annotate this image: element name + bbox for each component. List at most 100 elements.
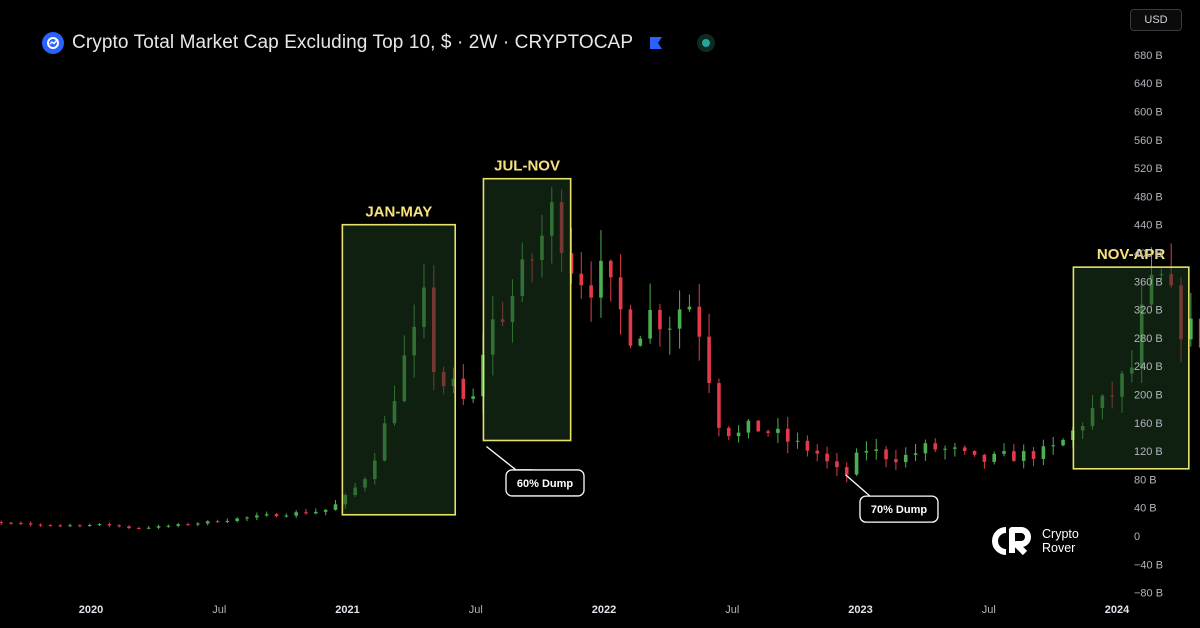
y-tick-label: 160 B	[1134, 418, 1163, 430]
candle-body	[304, 512, 308, 514]
candle-body	[78, 525, 82, 527]
candle-body	[19, 523, 23, 525]
candle-body	[186, 524, 190, 526]
highlight-box	[341, 223, 457, 516]
candle-body	[805, 440, 810, 451]
candle-body	[205, 521, 210, 524]
candle-body	[579, 273, 584, 286]
bookmark-flag-icon[interactable]	[649, 36, 663, 50]
candle-body	[825, 453, 829, 462]
candle-body	[117, 525, 121, 527]
candle-body	[677, 309, 682, 329]
brand-line-1: Crypto	[1042, 527, 1079, 541]
candle-body	[628, 309, 633, 346]
candle-body	[314, 511, 318, 514]
y-tick-label: 520 B	[1134, 163, 1163, 175]
brand-line-2: Rover	[1042, 541, 1076, 555]
highlight-box-label: NOV-APR	[1097, 246, 1166, 263]
candle-body	[1189, 318, 1193, 340]
currency-button[interactable]: USD	[1130, 9, 1182, 31]
y-tick-label: 40 B	[1134, 503, 1157, 515]
candle-body	[667, 328, 672, 330]
crypto-rover-mark-icon	[992, 527, 1031, 556]
callout-pointer	[845, 474, 886, 497]
candle-body	[255, 515, 259, 518]
candle-body	[953, 447, 957, 449]
y-tick-label: 400 B	[1134, 248, 1163, 260]
coin-chart-icon	[42, 32, 64, 54]
crypto-rover-logo: Crypto Rover	[988, 526, 1079, 556]
candle-body	[933, 443, 938, 450]
candle-body	[618, 277, 623, 310]
candle-body	[835, 461, 839, 468]
y-axis: −80 B −40 B 0 40 B 80 B 120 B 160 B 200 B 240 B 2…	[1134, 50, 1163, 600]
candle-body	[982, 454, 987, 462]
highlight-box	[1072, 266, 1190, 470]
candle-body	[648, 309, 652, 339]
x-tick-label: Jul	[212, 604, 226, 616]
y-tick-label: 320 B	[1134, 305, 1163, 317]
chart-title: Crypto Total Market Cap Excluding Top 10…	[72, 32, 634, 53]
callout-pointer	[486, 445, 533, 471]
callout-label: 70% Dump	[871, 504, 928, 516]
candle-body	[658, 309, 662, 330]
candle-body	[785, 428, 790, 442]
candle-body	[589, 285, 593, 298]
y-tick-label: 560 B	[1134, 135, 1163, 147]
candle-body	[1012, 451, 1016, 461]
candle-body	[1031, 451, 1036, 459]
candle-body	[264, 514, 269, 516]
candle-body	[972, 450, 977, 455]
candle-body	[864, 450, 869, 453]
y-tick-label: 280 B	[1134, 333, 1163, 345]
candle-body	[638, 338, 643, 346]
x-axis: Jul2020Jul2021Jul2022Jul2023Jul2024Jul20…	[79, 604, 1130, 616]
candle-body	[176, 524, 180, 526]
x-tick-label: 2020	[79, 604, 103, 616]
candle-body	[461, 378, 466, 399]
candle-body	[127, 526, 131, 529]
candle-body	[48, 525, 53, 527]
x-tick-label: 2024	[1105, 604, 1130, 616]
candle-body	[992, 453, 997, 462]
candle-body	[608, 260, 613, 278]
live-dot-icon[interactable]	[697, 34, 716, 52]
y-tick-label: 600 B	[1134, 107, 1163, 119]
candle-body	[9, 522, 13, 524]
candle-body	[68, 525, 72, 527]
highlight-box	[482, 177, 572, 442]
candle-body	[746, 420, 751, 433]
x-tick-label: 2022	[592, 604, 616, 616]
candle-body	[795, 440, 800, 442]
candle-body	[235, 518, 239, 521]
candle-body	[333, 504, 338, 510]
y-tick-label: −40 B	[1134, 559, 1163, 571]
y-tick-label: 240 B	[1134, 361, 1163, 373]
y-tick-label: 120 B	[1134, 446, 1163, 458]
y-tick-label: 680 B	[1134, 50, 1163, 62]
candle-body	[962, 447, 967, 451]
y-tick-label: 360 B	[1134, 276, 1163, 288]
x-tick-label: Jul	[725, 604, 739, 616]
y-tick-label: 640 B	[1134, 78, 1163, 90]
candle-body	[766, 431, 770, 433]
candle-body	[854, 452, 859, 475]
candle-body	[815, 450, 820, 454]
callout-label: 60% Dump	[517, 478, 574, 490]
candle-body	[215, 521, 220, 523]
y-tick-label: 200 B	[1134, 390, 1163, 402]
candle-body	[146, 527, 151, 529]
candle-body	[156, 526, 161, 528]
candle-body	[284, 515, 289, 517]
candle-body	[913, 453, 918, 455]
candle-body	[323, 509, 328, 512]
candle-body	[87, 524, 92, 526]
candle-body	[1198, 318, 1200, 348]
candle-body	[1051, 445, 1056, 447]
x-tick-label: 2023	[848, 604, 872, 616]
candle-body	[1041, 446, 1046, 459]
chart-header: Crypto Total Market Cap Excluding Top 10…	[42, 30, 716, 56]
candle-body	[943, 448, 947, 450]
